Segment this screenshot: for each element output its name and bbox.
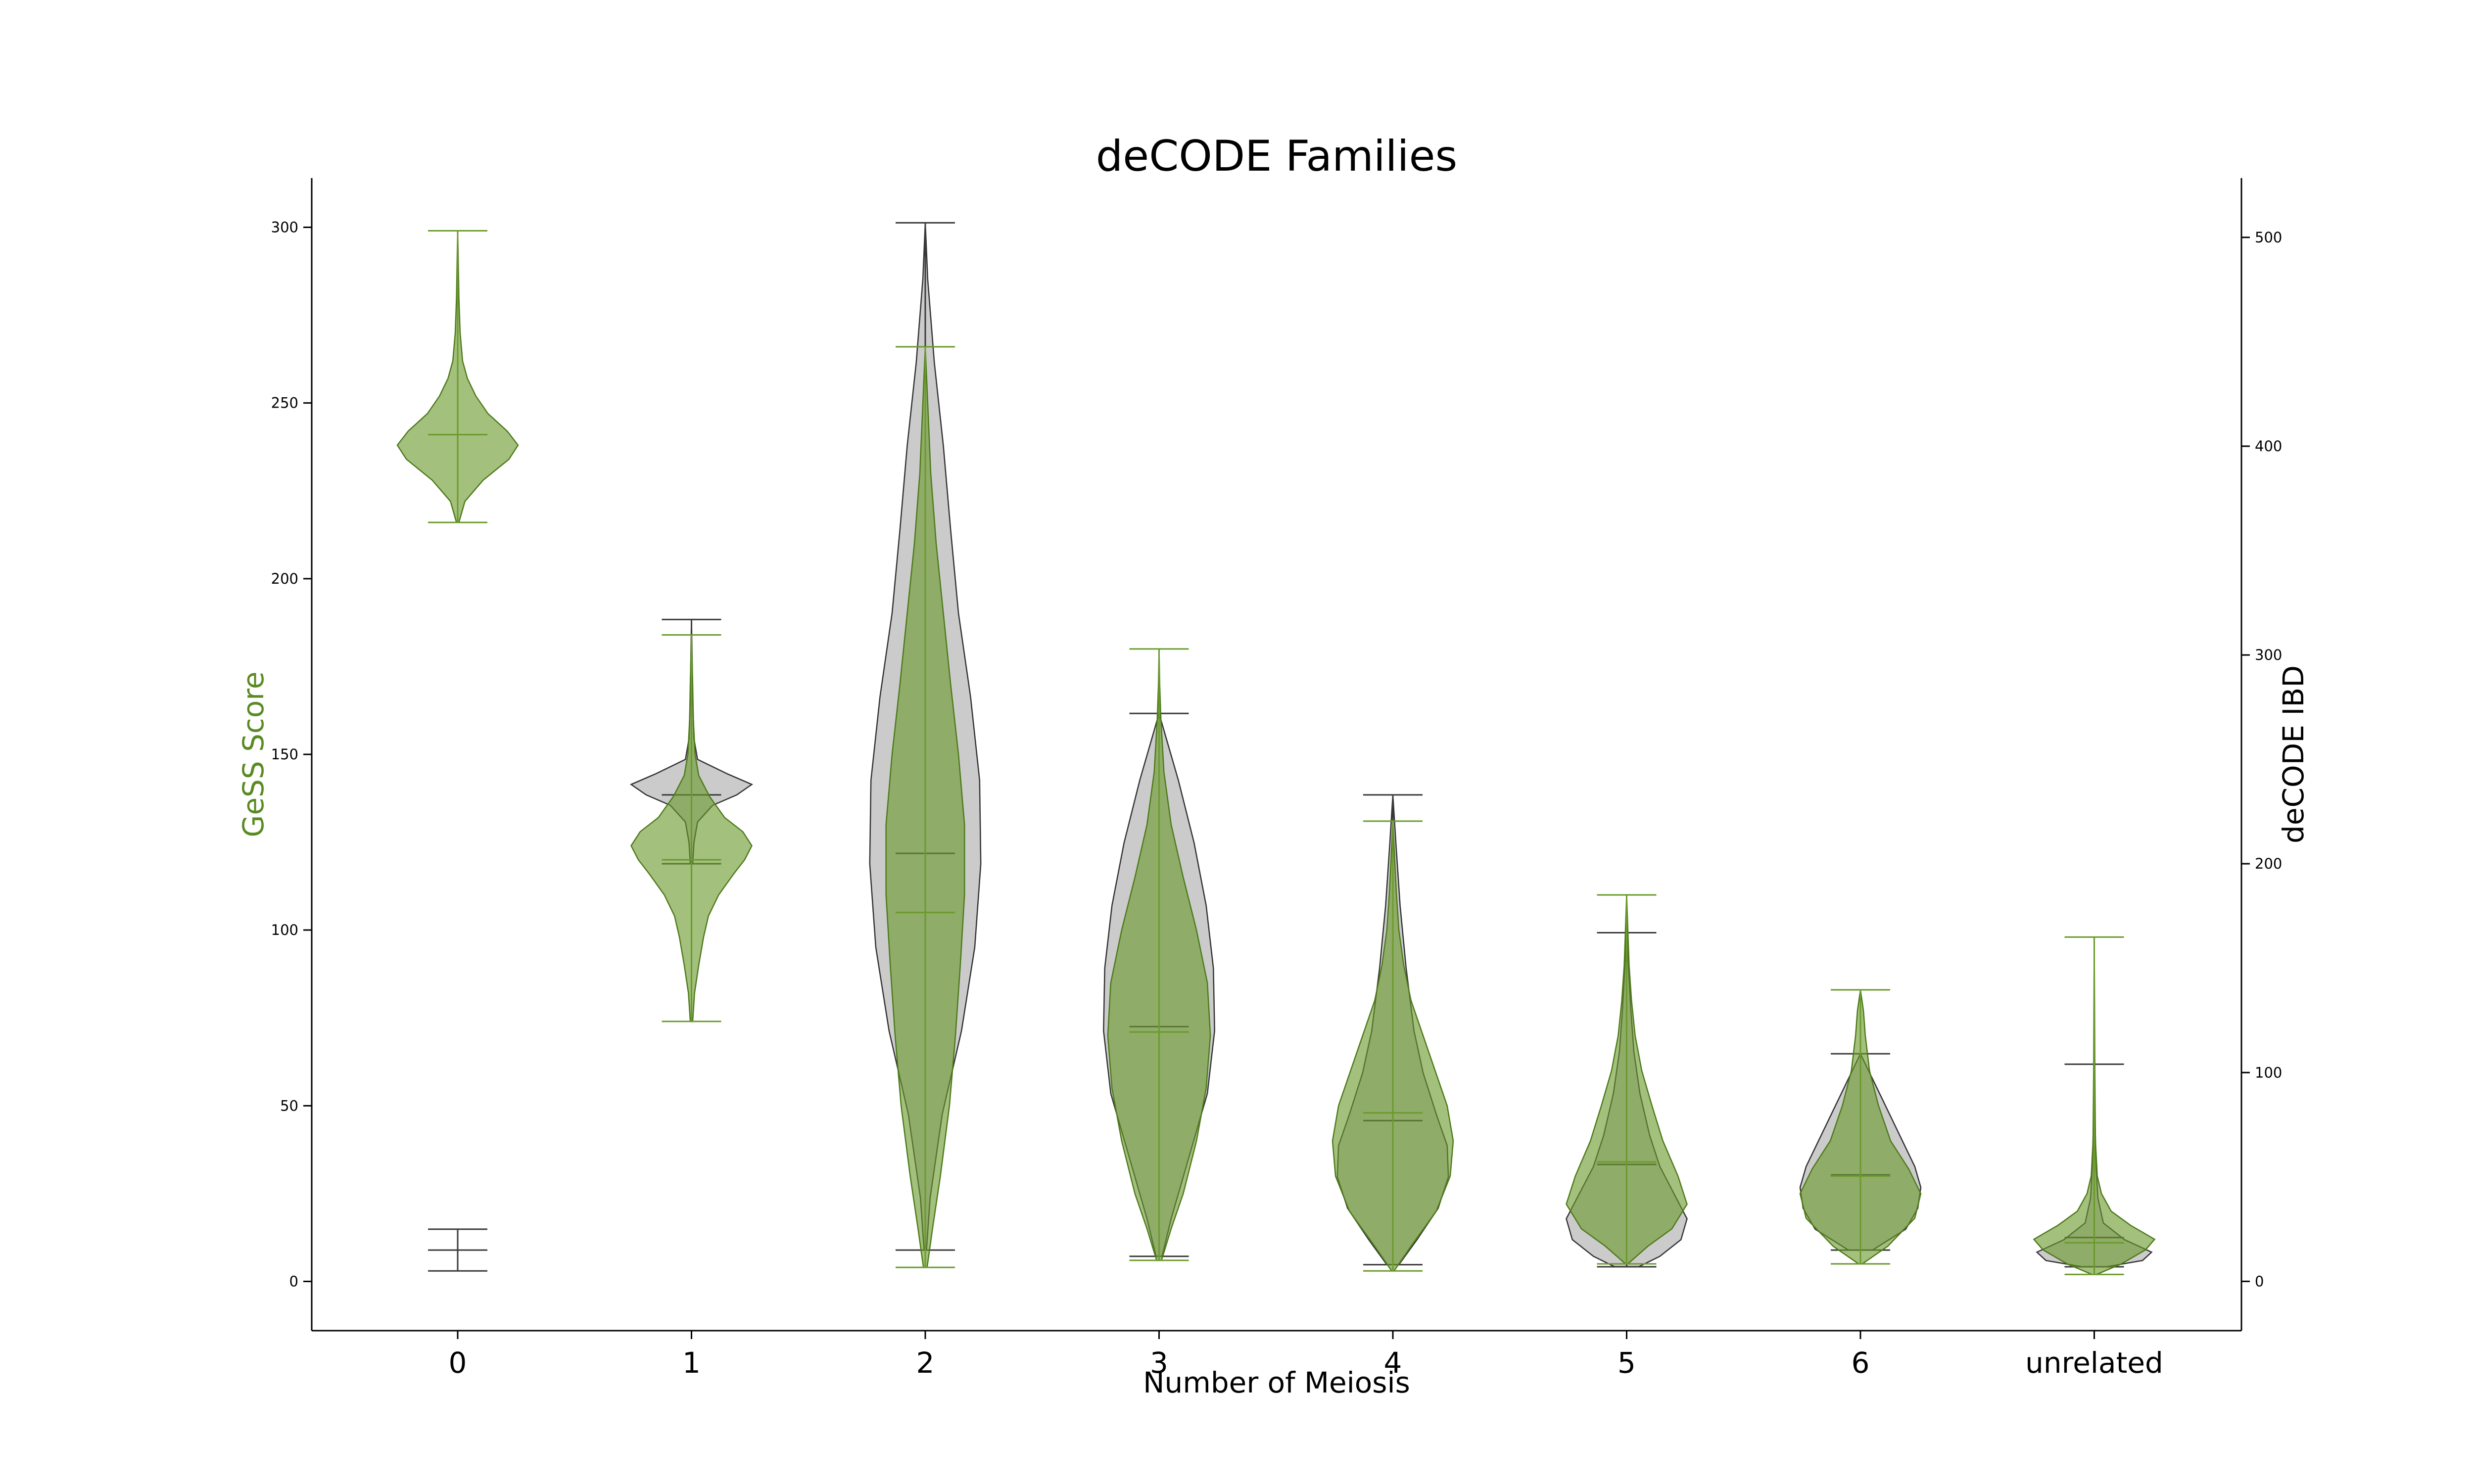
left-tick-label-100: 100: [271, 922, 298, 938]
axes: [311, 178, 2242, 1332]
right-tick-label-500: 500: [2255, 229, 2282, 246]
right-y-ticks: 0 100 200 300 400 500: [2241, 229, 2282, 1290]
right-tick-label-200: 200: [2255, 855, 2282, 872]
left-y-axis-label: GeSS Score: [237, 671, 270, 837]
x-tick-label-4: 4: [1384, 1346, 1402, 1380]
x-tick-label-2: 2: [916, 1346, 935, 1380]
left-tick-label-250: 250: [271, 395, 298, 412]
x-tick-label-1: 1: [682, 1346, 701, 1380]
gess-violins: [396, 230, 2156, 1275]
left-tick-label-150: 150: [271, 746, 298, 763]
right-y-axis-label: deCODE IBD: [2277, 665, 2310, 843]
left-tick-label-50: 50: [280, 1097, 298, 1114]
left-tick-label-0: 0: [289, 1273, 298, 1290]
right-tick-label-400: 400: [2255, 438, 2282, 455]
x-tick-label-3: 3: [1150, 1346, 1168, 1380]
x-category-ticks: 0 1 2 3 4 5 6 unrelated: [449, 1331, 2163, 1380]
chart-title: deCODE Families: [1096, 132, 1458, 181]
right-tick-label-0: 0: [2255, 1273, 2264, 1290]
x-tick-label-5: 5: [1618, 1346, 1636, 1380]
right-tick-label-100: 100: [2255, 1064, 2282, 1081]
left-y-ticks: 0 50 100 150 200 250 300: [271, 219, 312, 1290]
x-tick-label-0: 0: [449, 1346, 467, 1380]
ibd-violins: [428, 222, 2153, 1272]
x-axis-label: Number of Meiosis: [1143, 1366, 1410, 1399]
left-tick-label-200: 200: [271, 570, 298, 587]
left-tick-label-300: 300: [271, 219, 298, 235]
x-tick-label-unrelated: unrelated: [2025, 1346, 2163, 1380]
right-tick-label-300: 300: [2255, 647, 2282, 663]
x-tick-label-6: 6: [1852, 1346, 1870, 1380]
